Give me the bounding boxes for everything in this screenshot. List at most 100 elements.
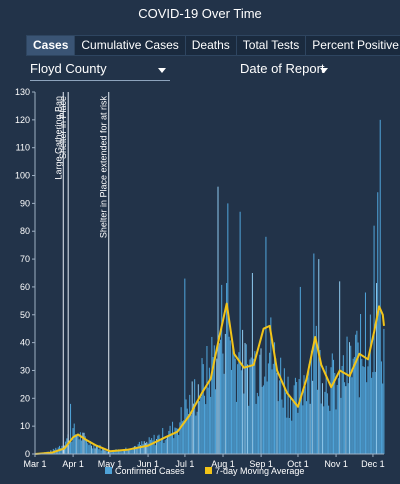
bar <box>100 450 102 454</box>
bar <box>269 352 271 454</box>
bar <box>180 407 182 454</box>
bar <box>313 253 315 454</box>
bar <box>366 382 368 454</box>
y-tick-label: 0 <box>25 449 30 459</box>
bar <box>341 365 343 454</box>
bar <box>302 405 304 454</box>
bar <box>360 314 362 454</box>
bar <box>224 333 226 454</box>
bar <box>203 395 205 454</box>
bar <box>168 430 170 454</box>
bar <box>153 434 155 454</box>
bar <box>202 364 204 454</box>
bar <box>88 445 90 454</box>
bar <box>356 330 358 454</box>
bar <box>267 363 269 454</box>
tab-total-tests[interactable]: Total Tests <box>237 36 307 55</box>
legend-swatch <box>105 467 112 474</box>
bar <box>235 401 237 454</box>
bar <box>117 449 119 454</box>
tab-deaths[interactable]: Deaths <box>186 36 237 55</box>
bar <box>147 443 149 454</box>
bar <box>163 442 165 454</box>
county-select[interactable]: Floyd County <box>30 60 170 81</box>
x-tick-label: Sep 1 <box>249 459 273 469</box>
bar <box>248 405 250 454</box>
bar <box>74 434 76 454</box>
bar <box>262 385 264 454</box>
y-tick-label: 30 <box>20 365 30 375</box>
bar <box>144 443 147 454</box>
bar <box>243 393 245 454</box>
bar <box>195 415 197 454</box>
bar <box>336 385 338 454</box>
y-tick-label: 100 <box>15 171 30 181</box>
bar <box>315 325 317 454</box>
bar <box>307 377 309 454</box>
bar <box>129 450 131 454</box>
bar <box>350 345 352 454</box>
bar <box>152 440 154 454</box>
bar <box>81 440 83 454</box>
y-tick-label: 110 <box>16 143 30 153</box>
legend-label: 7-day Moving Average <box>215 466 304 476</box>
bar <box>351 377 353 454</box>
bar <box>226 283 228 454</box>
bar <box>348 342 351 454</box>
y-tick-label: 130 <box>15 87 30 97</box>
y-tick-label: 40 <box>20 338 30 348</box>
bar <box>296 381 298 454</box>
bar <box>305 401 307 454</box>
bar <box>345 386 347 454</box>
bar <box>280 357 282 454</box>
bar <box>217 186 219 454</box>
bar <box>212 356 214 454</box>
bar <box>93 443 95 454</box>
bar <box>258 396 260 454</box>
bar <box>333 359 335 454</box>
bar <box>245 344 247 454</box>
bar <box>113 451 115 454</box>
bar <box>165 438 167 454</box>
bar <box>312 380 314 454</box>
tab-cumulative-cases[interactable]: Cumulative Cases <box>75 36 186 55</box>
bar <box>294 377 296 454</box>
bar <box>334 372 336 454</box>
bar <box>367 366 369 454</box>
bar <box>380 361 382 454</box>
bar <box>362 366 364 454</box>
bar <box>119 450 121 454</box>
bar <box>244 342 246 454</box>
bar <box>178 435 180 454</box>
bar <box>249 359 251 454</box>
tab-percent-positive[interactable]: Percent Positive <box>312 38 399 52</box>
bar <box>160 439 162 454</box>
bar <box>255 403 257 454</box>
bar <box>70 403 72 454</box>
bar <box>293 385 295 454</box>
bar <box>229 340 231 454</box>
bar <box>237 364 239 454</box>
y-tick-label: 90 <box>20 198 30 208</box>
x-tick-label: May 1 <box>98 459 123 469</box>
bar <box>79 432 81 454</box>
x-tick-label: Aug 1 <box>211 459 235 469</box>
bar <box>154 445 156 454</box>
bar <box>76 434 78 454</box>
bar <box>136 448 138 454</box>
x-tick-label: Apr 1 <box>62 459 84 469</box>
bar <box>239 211 241 454</box>
county-select-value: Floyd County <box>30 61 107 76</box>
bar <box>162 428 164 454</box>
y-tick-label: 70 <box>20 254 30 264</box>
bar <box>299 286 301 454</box>
chevron-down-icon <box>158 68 166 73</box>
bar <box>363 367 365 454</box>
bar <box>335 409 337 454</box>
date-type-select[interactable]: Date of Report <box>240 60 332 80</box>
bar <box>383 328 385 454</box>
bar <box>174 427 176 454</box>
chevron-down-icon <box>320 68 328 73</box>
bar <box>185 399 187 454</box>
tab-cases[interactable]: Cases <box>27 36 76 55</box>
